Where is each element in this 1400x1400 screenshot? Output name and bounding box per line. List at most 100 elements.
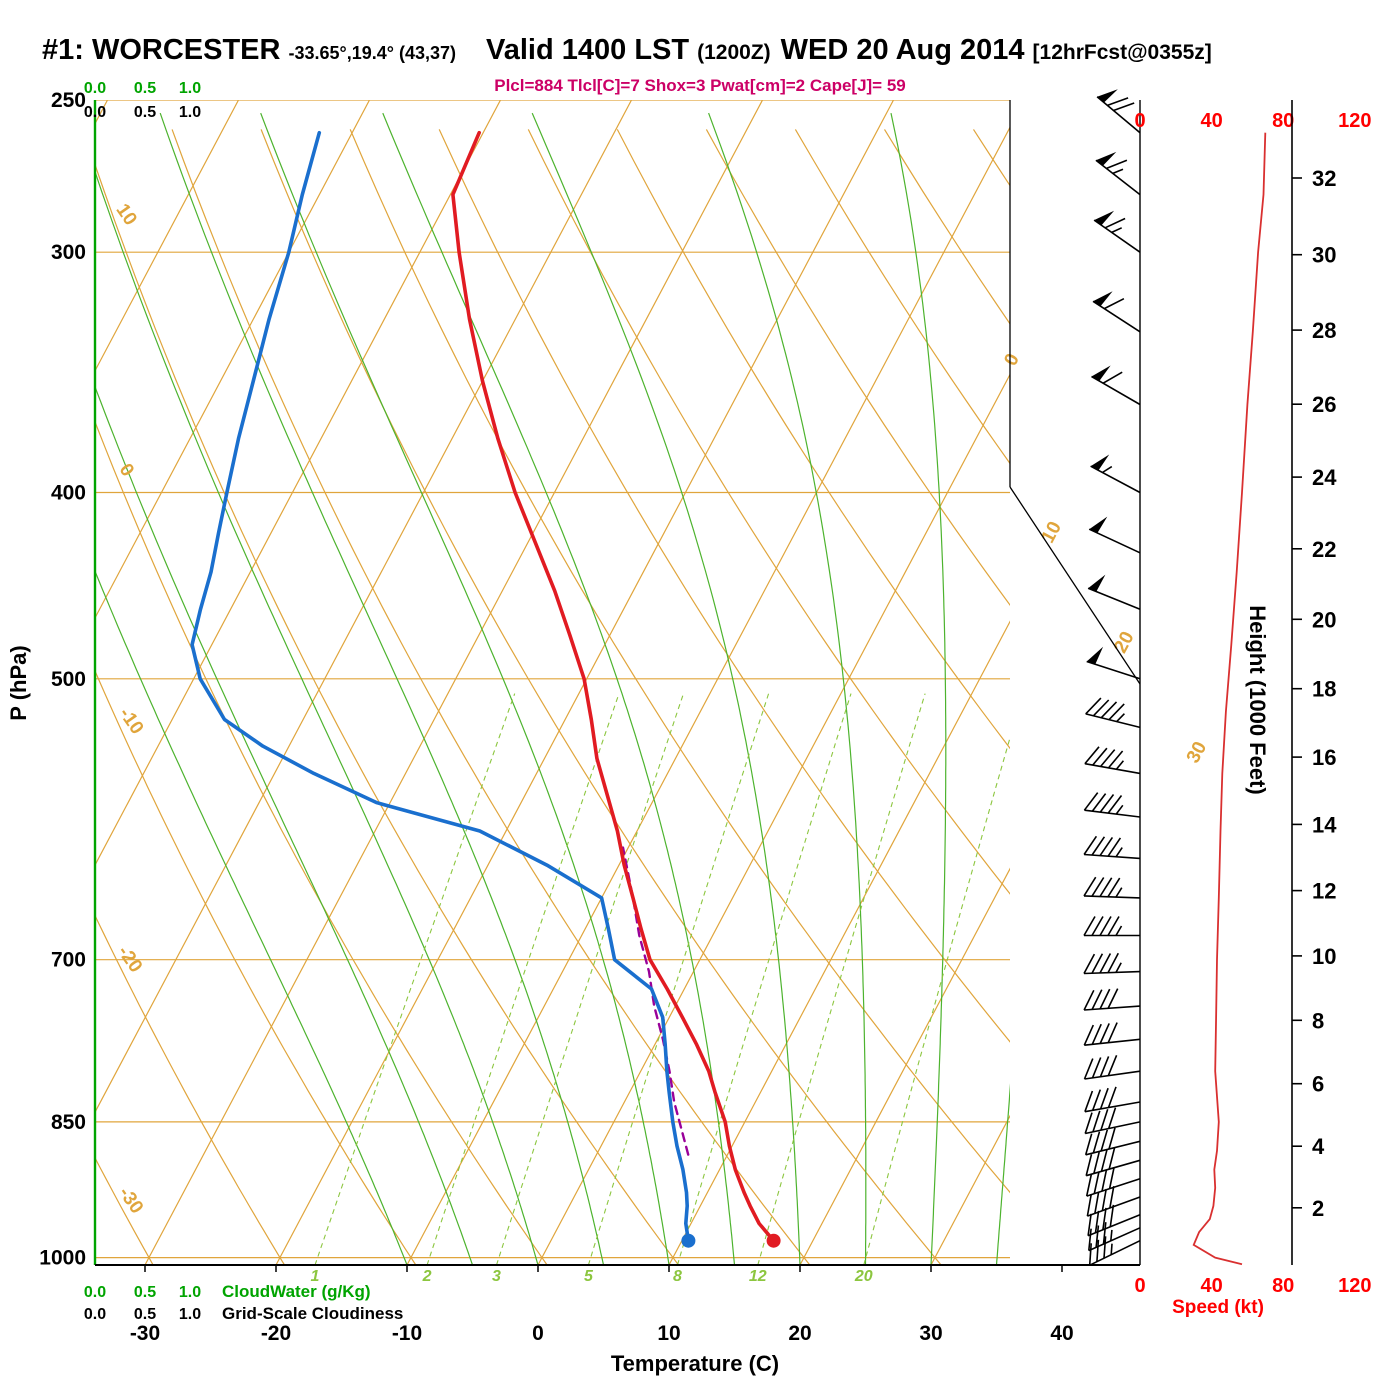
moist-adiabat-line xyxy=(260,112,670,1265)
temp-tick-label: 10 xyxy=(657,1322,680,1345)
speed-curve xyxy=(1192,132,1267,1266)
isotherm-line xyxy=(668,620,1010,1265)
wind-barb xyxy=(1083,1022,1141,1046)
moist-adiabat-line xyxy=(95,569,408,1265)
height-tick-label: 24 xyxy=(1312,465,1337,490)
cloudwater-legend: CloudWater (g/Kg) xyxy=(222,1282,371,1301)
moist-adiabat-line xyxy=(159,112,605,1265)
dry-adiabat-line xyxy=(95,162,679,1265)
wind-barbs-panel xyxy=(1083,89,1141,1266)
temp-tick-label: 20 xyxy=(788,1322,811,1345)
wind-barb xyxy=(1085,697,1141,729)
dry-adiabat-line xyxy=(794,129,1010,465)
wind-barb xyxy=(1092,291,1141,333)
moist-adiabat-line xyxy=(382,112,736,1265)
cloudwater-scale-bottom: 0.0 xyxy=(84,1284,106,1301)
isotherm-label: 0 xyxy=(1000,350,1024,369)
height-tick-label: 16 xyxy=(1312,745,1336,770)
speed-tick-label-top: 120 xyxy=(1338,110,1371,132)
speed-tick-label-bottom: 40 xyxy=(1200,1275,1222,1297)
mixing-ratio-label: 20 xyxy=(854,1268,873,1285)
dry-adiabat-label: -20 xyxy=(113,942,146,977)
isotherm-line xyxy=(95,100,371,620)
cloudwater-scale-top: 0.5 xyxy=(134,80,156,97)
speed-tick-label-top: 0 xyxy=(1134,110,1145,132)
temperature-axis: -30 -20 -10 0 10 20 30 40 Temperature (C) xyxy=(130,1265,1074,1376)
mixing-ratio-label: 8 xyxy=(673,1268,682,1285)
wind-barb xyxy=(1083,916,1140,937)
speed-tick-label-top: 40 xyxy=(1200,110,1222,132)
pressure-axis: 250 300 400 500 700 850 1000 P (hPa) xyxy=(6,89,86,1270)
forecast-info: [12hrFcst@0355z] xyxy=(1032,41,1212,64)
mixing-ratio-label: 1 xyxy=(311,1268,320,1285)
cloudiness-scale-bottom: 1.0 xyxy=(179,1306,201,1323)
valid-time: Valid 1400 LST xyxy=(486,34,690,66)
isotherm-line xyxy=(95,100,633,1114)
mixing-ratio-label: 3 xyxy=(492,1268,501,1285)
mixing-ratio-line xyxy=(426,693,620,1265)
wind-barb xyxy=(1083,835,1141,860)
skewt-background-lines xyxy=(95,100,1010,1265)
isotherm-label: 20 xyxy=(1110,628,1138,657)
pressure-tick-label: 300 xyxy=(51,241,86,264)
height-tick-label: 32 xyxy=(1312,166,1336,191)
wind-barb xyxy=(1090,454,1141,494)
valid-date: WED 20 Aug 2014 xyxy=(780,34,1025,66)
isotherm-line xyxy=(799,867,1010,1265)
chart-title: #1: WORCESTER -33.65°,19.4° (43,37) Vali… xyxy=(42,34,1212,67)
temperature-axis-title: Temperature (C) xyxy=(611,1351,779,1376)
temp-tick-label: 30 xyxy=(919,1322,942,1345)
wind-barb xyxy=(1088,1236,1141,1266)
mixing-ratio-line xyxy=(587,693,770,1265)
pressure-tick-label: 850 xyxy=(51,1111,86,1134)
wind-barb xyxy=(1085,1147,1141,1177)
valid-zulu: (1200Z) xyxy=(697,41,771,64)
dry-adiabat-line xyxy=(705,129,1010,606)
temp-tick-label: 0 xyxy=(532,1322,544,1345)
dry-adiabat-line xyxy=(260,129,942,1265)
mixing-ratio-line xyxy=(676,693,852,1265)
cloudwater-scale-bottom: 1.0 xyxy=(179,1284,201,1301)
stability-params: Plcl=884 Tlcl[C]=7 Shox=3 Pwat[cm]=2 Cap… xyxy=(494,76,906,95)
surface-dewpoint-dot xyxy=(681,1233,696,1248)
wind-barb xyxy=(1084,1127,1141,1156)
cloudiness-scale-bottom: 0.5 xyxy=(134,1306,156,1323)
height-tick-label: 18 xyxy=(1312,677,1336,702)
cloudiness-scale-bottom: 0.0 xyxy=(84,1306,106,1323)
wind-barb xyxy=(1084,1107,1141,1135)
cloudwater-scale-bottom: 0.5 xyxy=(134,1284,156,1301)
dry-adiabat-label: -10 xyxy=(115,704,148,739)
wind-barb xyxy=(1095,151,1141,196)
mixing-ratio-line xyxy=(495,693,685,1265)
height-tick-label: 2 xyxy=(1312,1196,1324,1221)
moist-adiabat-line xyxy=(995,1083,1010,1265)
mixing-ratio-label: 12 xyxy=(749,1268,767,1285)
moist-adiabat-line xyxy=(890,112,947,1265)
speed-tick-label-bottom: 120 xyxy=(1338,1275,1371,1297)
wind-barb xyxy=(1088,516,1141,554)
isotherm-label: 10 xyxy=(1038,518,1066,547)
wind-barb xyxy=(1083,792,1141,818)
mixing-ratio-line xyxy=(863,735,1010,1265)
speed-tick-label-top: 80 xyxy=(1272,110,1294,132)
plot-borders xyxy=(93,100,1141,1266)
height-tick-label: 10 xyxy=(1312,944,1336,969)
moist-adiabat-line xyxy=(531,112,801,1265)
sounding-curves xyxy=(190,130,781,1248)
temp-tick-label: 40 xyxy=(1050,1322,1073,1345)
cloudwater-scale-top: 1.0 xyxy=(179,80,201,97)
dry-adiabat-labels: 100-10-20-30 xyxy=(112,200,148,1218)
height-axis-title: Height (1000 Feet) xyxy=(1245,605,1270,795)
dry-adiabat-line xyxy=(438,129,1010,1043)
wind-barb xyxy=(1091,365,1141,406)
cloudwater-scale-top: 0.0 xyxy=(84,80,106,97)
right-border-diagonal xyxy=(1009,486,1141,685)
pressure-tick-label: 500 xyxy=(51,668,86,691)
wind-barb xyxy=(1084,1086,1141,1113)
dry-adiabat-line xyxy=(95,420,548,1265)
dry-adiabat-line xyxy=(95,914,286,1265)
station-title: #1: WORCESTER xyxy=(42,34,281,66)
moist-adiabat-line xyxy=(95,385,474,1265)
height-tick-label: 6 xyxy=(1312,1072,1324,1097)
